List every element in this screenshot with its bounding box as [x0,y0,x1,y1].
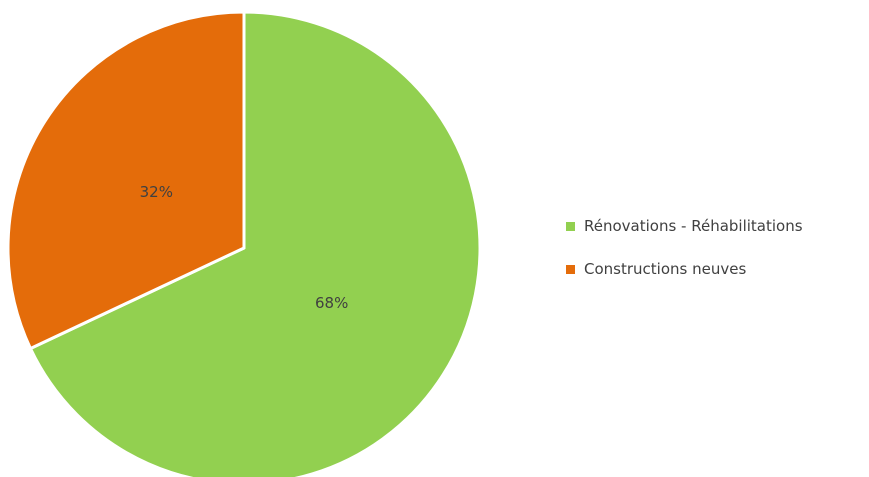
legend-label-renovations: Rénovations - Réhabilitations [584,217,803,235]
legend-swatch-renovations [566,221,575,231]
data-label-constructions: 32% [140,183,173,201]
legend-label-constructions: Constructions neuves [584,260,747,278]
legend-item-constructions: Constructions neuves [566,257,803,281]
legend-swatch-constructions [566,264,575,274]
slice-renovations [28,10,482,477]
legend-item-renovations: Rénovations - Réhabilitations [566,214,803,238]
data-label-renovations: 68% [315,294,348,312]
slice-constructions [6,10,246,350]
legend: Rénovations - Réhabilitations Constructi… [566,214,803,300]
